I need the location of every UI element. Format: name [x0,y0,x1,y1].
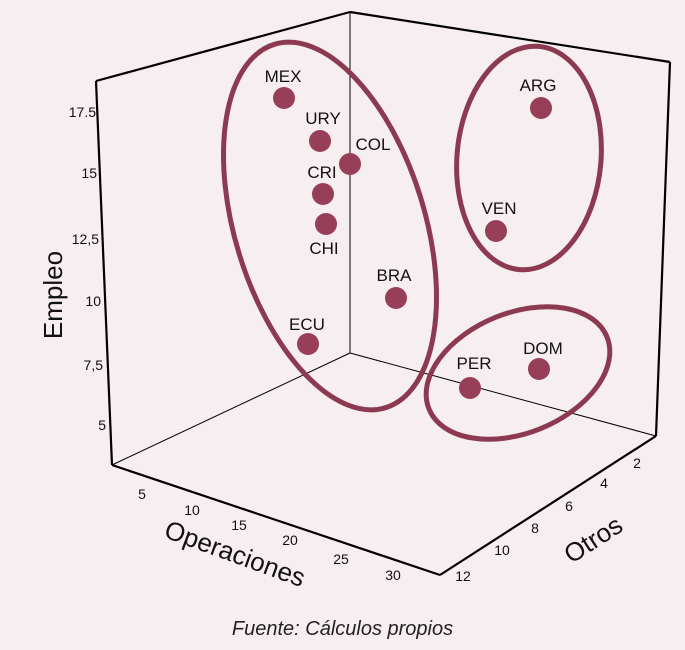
data-point-cri [312,183,334,205]
z-axis-title: Otros [558,510,628,570]
data-label-per: PER [457,354,492,373]
x-axis-ticks: 5 10 15 20 25 30 [138,486,401,583]
data-label-ury: URY [305,109,341,128]
frame-left-vertical [94,80,114,466]
frame-back-top-left [95,10,351,83]
scatter-3d-chart: 5 7,5 10 12,5 15 17.5 5 10 15 20 25 30 2… [38,10,672,593]
data-point-ven [485,220,507,242]
data-point-ecu [297,333,319,355]
cluster-ellipse-arg-ven [454,43,604,273]
x-tick-label: 10 [184,502,200,518]
data-point-dom [528,358,550,380]
y-tick-label: 15 [81,165,97,181]
frame-right-vertical [654,61,672,437]
y-tick-label: 10 [85,293,101,309]
data-point-bra [385,287,407,309]
z-tick-label: 4 [600,475,608,491]
data-point-per [459,377,481,399]
points-layer: MEX URY COL CRI CHI BRA ECU ARG VEN PER DOM [265,67,563,399]
data-point-ury [309,130,331,152]
z-tick-label: 6 [565,498,573,514]
x-tick-label: 25 [333,551,349,567]
y-axis-ticks: 5 7,5 10 12,5 15 17.5 [69,104,106,433]
cluster-ellipse-main [221,39,439,413]
data-label-arg: ARG [520,76,557,95]
x-tick-label: 30 [385,567,401,583]
source-note: Fuente: Cálculos propios [231,618,454,640]
data-label-chi: CHI [309,239,338,258]
z-tick-label: 2 [633,455,641,471]
y-tick-label: 12,5 [72,231,99,247]
y-tick-label: 5 [98,417,106,433]
data-label-ven: VEN [482,199,517,218]
data-point-mex [273,87,295,109]
frame-back-floor-right [349,352,657,437]
data-point-chi [315,213,337,235]
z-tick-label: 8 [531,520,539,536]
x-tick-label: 15 [231,517,247,533]
data-point-arg [530,97,552,119]
frame-back-top-right [349,10,671,64]
data-label-col: COL [356,135,391,154]
data-label-ecu: ECU [289,315,325,334]
x-tick-label: 5 [138,486,146,502]
cluster-ellipse-per-dom [423,304,613,442]
box-frame [94,10,672,577]
y-tick-label: 7,5 [84,357,104,373]
z-axis-ticks: 2 4 6 8 10 12 [455,455,641,584]
cluster-ellipses [221,39,613,442]
data-point-col [339,153,361,175]
z-tick-label: 10 [494,542,510,558]
y-tick-label: 17.5 [69,104,96,120]
x-tick-label: 20 [282,532,298,548]
x-axis-line [111,463,441,577]
y-axis-title: Empleo [38,251,68,339]
z-axis-line [439,435,657,576]
z-tick-label: 12 [455,568,471,584]
frame-back-floor-left [111,352,351,466]
data-label-mex: MEX [265,67,302,86]
data-label-bra: BRA [377,266,413,285]
data-label-dom: DOM [523,339,563,358]
data-label-cri: CRI [307,163,336,182]
